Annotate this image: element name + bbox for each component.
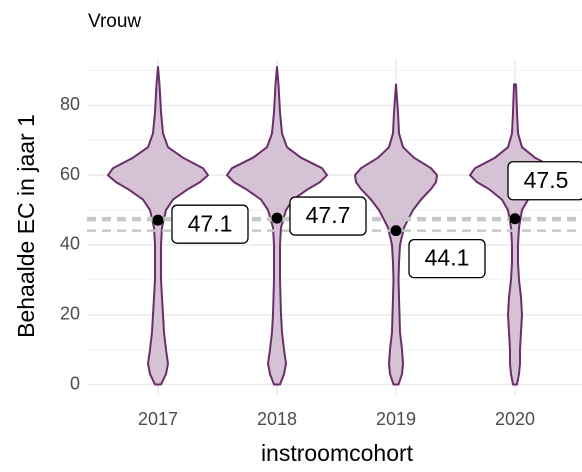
label-box xyxy=(507,161,582,201)
x-axis-title: instroomcohort xyxy=(261,440,414,466)
x-tick-label: 2018 xyxy=(257,409,297,429)
x-tick-label: 2019 xyxy=(376,409,416,429)
y-tick-label: 60 xyxy=(60,164,80,184)
data-label: 47.7 xyxy=(306,202,351,228)
violin xyxy=(226,66,328,386)
chart-title: Vrouw xyxy=(88,11,141,32)
violin xyxy=(469,83,561,386)
x-tick-label: 2017 xyxy=(138,409,178,429)
y-tick-label: 0 xyxy=(70,373,80,393)
mean-point xyxy=(509,213,521,225)
data-label: 47.5 xyxy=(524,167,569,193)
mean-point xyxy=(152,214,164,226)
data-label: 44.1 xyxy=(425,245,470,271)
label-box xyxy=(289,196,367,236)
violin xyxy=(107,66,209,386)
label-box xyxy=(408,238,486,279)
y-tick-label: 20 xyxy=(60,303,80,323)
y-tick-label: 80 xyxy=(60,94,80,114)
mean-point xyxy=(271,212,283,224)
mean-point xyxy=(390,225,402,237)
data-label: 47.1 xyxy=(188,210,233,236)
y-axis-title: Behaalde EC in jaar 1 xyxy=(13,114,39,338)
x-tick-label: 2020 xyxy=(495,409,535,429)
label-box xyxy=(171,204,249,244)
y-tick-label: 40 xyxy=(60,234,80,254)
